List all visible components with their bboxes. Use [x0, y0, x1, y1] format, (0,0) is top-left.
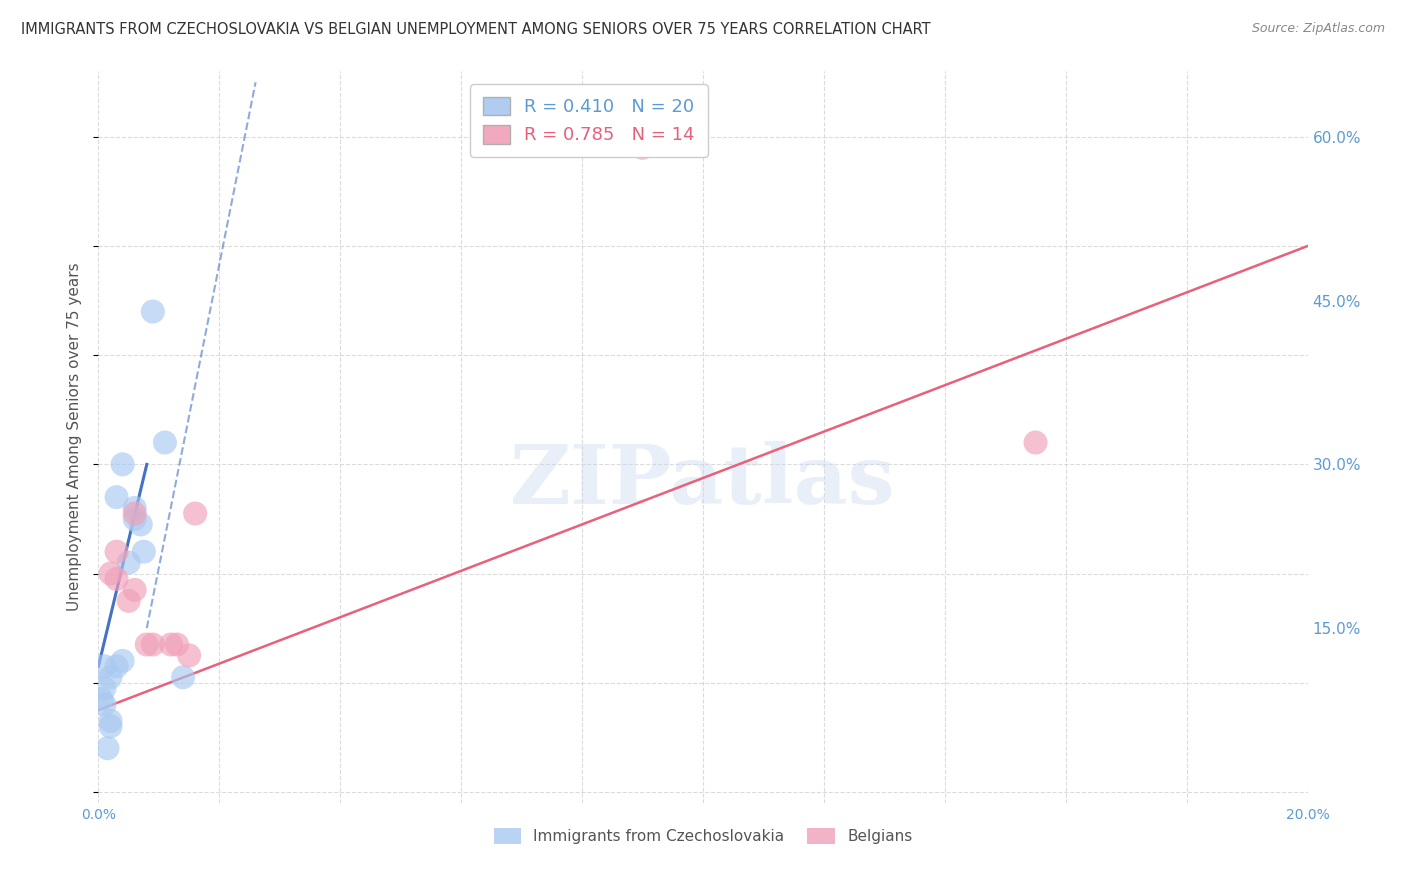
- Text: Source: ZipAtlas.com: Source: ZipAtlas.com: [1251, 22, 1385, 36]
- Y-axis label: Unemployment Among Seniors over 75 years: Unemployment Among Seniors over 75 years: [67, 263, 83, 611]
- Point: [96, 741, 118, 756]
- Point: [129, 517, 152, 532]
- Point: [100, 719, 122, 733]
- Point: [160, 638, 183, 652]
- Point: [93, 659, 115, 673]
- Point: [166, 638, 188, 652]
- Point: [111, 458, 134, 472]
- Legend: Immigrants from Czechoslovakia, Belgians: Immigrants from Czechoslovakia, Belgians: [488, 822, 918, 850]
- Point: [105, 545, 128, 559]
- Point: [153, 435, 176, 450]
- Point: [105, 572, 128, 586]
- Point: [142, 304, 165, 318]
- Point: [93, 698, 115, 712]
- Point: [135, 638, 157, 652]
- Point: [93, 681, 115, 695]
- Point: [118, 594, 141, 608]
- Point: [118, 556, 141, 570]
- Point: [1024, 435, 1046, 450]
- Point: [124, 512, 146, 526]
- Point: [105, 659, 128, 673]
- Text: IMMIGRANTS FROM CZECHOSLOVAKIA VS BELGIAN UNEMPLOYMENT AMONG SENIORS OVER 75 YEA: IMMIGRANTS FROM CZECHOSLOVAKIA VS BELGIA…: [21, 22, 931, 37]
- Point: [124, 501, 146, 516]
- Text: ZIPatlas: ZIPatlas: [510, 441, 896, 521]
- Point: [124, 582, 146, 597]
- Point: [100, 670, 122, 684]
- Point: [100, 566, 122, 581]
- Point: [179, 648, 201, 663]
- Point: [111, 654, 134, 668]
- Point: [184, 507, 207, 521]
- Point: [105, 490, 128, 504]
- Point: [124, 507, 146, 521]
- Point: [132, 545, 155, 559]
- Point: [100, 714, 122, 728]
- Point: [90, 692, 112, 706]
- Point: [631, 141, 654, 155]
- Point: [172, 670, 194, 684]
- Point: [142, 638, 165, 652]
